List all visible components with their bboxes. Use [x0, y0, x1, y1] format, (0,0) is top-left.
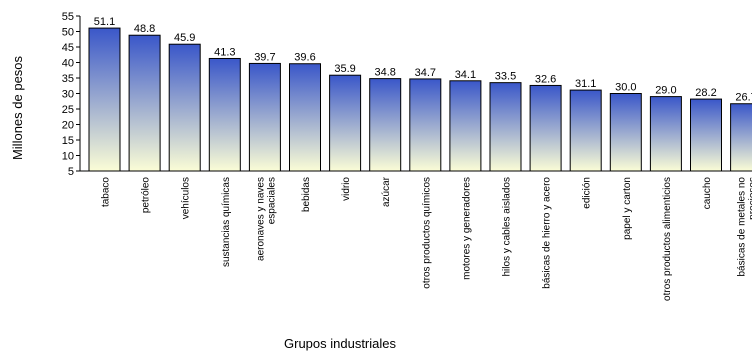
- bar-value-label: 34.1: [455, 69, 476, 81]
- x-tick-label: motores y generadores: [461, 177, 472, 280]
- bar: [449, 80, 482, 172]
- bar-value-label: 26.7: [735, 92, 752, 104]
- y-tick-label: 20: [62, 120, 74, 132]
- x-tick-label: básicas de hierro y acero: [542, 177, 553, 289]
- bars: [88, 27, 752, 172]
- y-tick-label: 10: [62, 151, 74, 163]
- x-tick-label: tabaco: [101, 177, 112, 207]
- bar: [609, 93, 642, 172]
- x-tick-label: sustancias químicas: [221, 177, 232, 267]
- bar-value-label: 33.5: [495, 71, 516, 83]
- y-tick-label: 55: [62, 11, 74, 23]
- bar: [569, 89, 602, 172]
- bar-value-label: 28.2: [695, 87, 716, 99]
- bar: [88, 27, 121, 172]
- x-tick-label: hilos y cables aislados: [502, 177, 513, 277]
- bar-value-label: 34.8: [374, 67, 395, 79]
- bar-value-label: 48.8: [134, 23, 155, 35]
- x-axis-tick-labels: tabaco petróleo vehículos sustancias químic…: [101, 176, 752, 301]
- y-tick-label: 40: [62, 58, 74, 70]
- x-tick-label: bebidas: [301, 177, 312, 212]
- bar: [730, 103, 752, 172]
- bar: [248, 62, 281, 172]
- bar: [529, 84, 562, 172]
- bar: [289, 63, 321, 172]
- bar: [489, 82, 522, 172]
- x-tick-label: azúcar: [381, 176, 392, 207]
- bar: [208, 57, 241, 172]
- x-tick-label: caucho: [702, 177, 713, 210]
- x-tick-label: vidrio: [341, 177, 352, 201]
- y-tick-label: 15: [62, 135, 74, 147]
- bar: [329, 74, 362, 172]
- bar-value-label: 41.3: [214, 46, 235, 58]
- x-tick-label: otros productos químicos: [421, 177, 432, 289]
- x-tick-label: petróleo: [141, 177, 152, 214]
- bar-value-label: 32.6: [535, 73, 556, 85]
- bar: [128, 34, 161, 172]
- bar: [649, 96, 682, 172]
- bar-value-label: 29.0: [655, 85, 676, 97]
- bar-value-label: 45.9: [174, 32, 195, 44]
- bar-value-label: 39.6: [294, 52, 315, 64]
- bar: [409, 78, 442, 172]
- bar: [369, 78, 402, 172]
- y-tick-label: 25: [62, 104, 74, 116]
- y-tick-label: 45: [62, 42, 74, 54]
- y-axis-ticks: 5 10 15 20 25 30 35 40 45 50 55: [62, 11, 80, 178]
- bar: [690, 98, 722, 172]
- bar-value-label: 34.7: [415, 67, 436, 79]
- x-tick-label: vehículos: [181, 177, 192, 219]
- x-tick-label: básicas de metales nopreciosos: [737, 177, 752, 277]
- y-tick-label: 30: [62, 89, 74, 101]
- x-tick-label: edición: [582, 177, 593, 209]
- bar-value-label: 31.1: [575, 78, 596, 90]
- bar-value-label: 51.1: [94, 16, 115, 28]
- bar-value-label: 30.0: [615, 82, 636, 94]
- x-tick-label: otros productos alimenticios: [662, 177, 673, 301]
- y-tick-label: 5: [68, 166, 74, 178]
- bar-value-label: 39.7: [254, 51, 275, 63]
- x-tick-label: aeronaves y navesespaciales: [255, 177, 277, 261]
- bar: [168, 43, 201, 172]
- value-labels: 51.1 48.8 45.9 41.3 39.7 39.6 35.9 34.8 34.7 34.1…: [94, 16, 752, 104]
- x-tick-label: papel y carton: [622, 177, 633, 240]
- y-tick-label: 50: [62, 27, 74, 39]
- y-tick-label: 35: [62, 73, 74, 85]
- x-axis-title: Grupos industriales: [284, 336, 396, 351]
- bar-value-label: 35.9: [334, 63, 355, 75]
- y-axis-title: Millones de pesos: [10, 55, 25, 160]
